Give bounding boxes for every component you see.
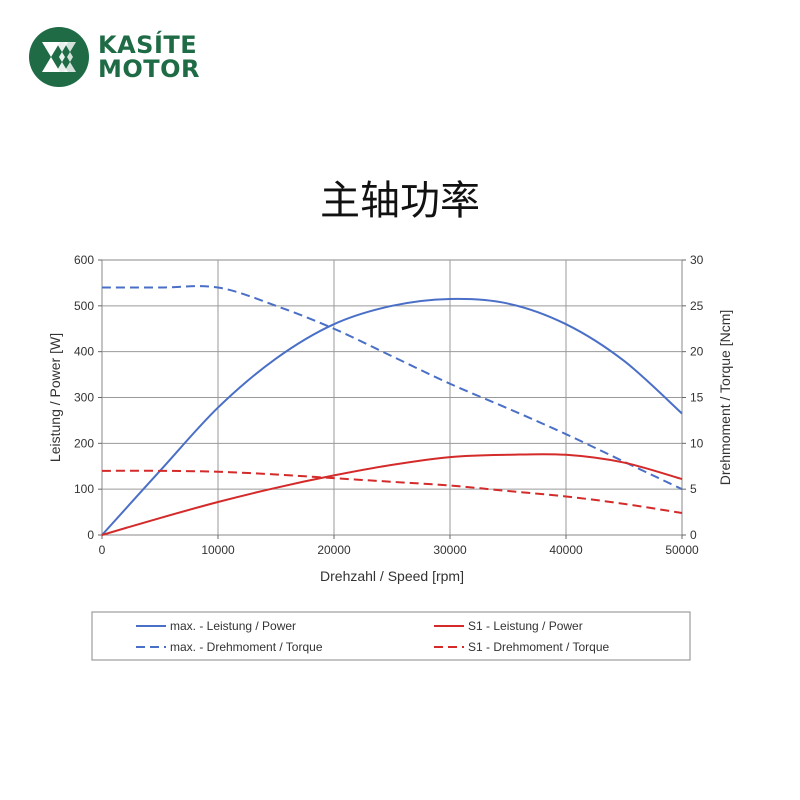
y-right-tick-label: 0 (690, 528, 697, 542)
y-right-axis-label: Drehmoment / Torque [Ncm] (717, 310, 733, 486)
series-line-max-leistung-power (101, 297, 683, 536)
brand-line-1: KASÍTE (98, 31, 198, 59)
y-left-axis-label: Leistung / Power [W] (47, 333, 63, 462)
y-right-tick-label: 30 (690, 253, 704, 267)
legend (91, 611, 691, 661)
y-left-tick-label: 300 (74, 391, 94, 405)
x-tick-label: 0 (99, 543, 106, 557)
x-tick-label: 10000 (201, 543, 235, 557)
series-line-s1-drehmoment-torque (101, 469, 683, 514)
spindle-power-chart: 0 10000 20000 30000 40000 5000001002003004005… (47, 253, 733, 661)
y-right-tick-label: 20 (690, 345, 704, 359)
brand-line-2: MOTOR (98, 55, 201, 83)
y-left-tick-label: 200 (74, 436, 94, 450)
brand-logo: KASÍTE MOTOR (28, 26, 238, 90)
y-left-tick-label: 100 (74, 482, 94, 496)
y-right-tick-label: 10 (690, 436, 704, 450)
legend-label: S1 - Leistung / Power (468, 619, 583, 633)
y-right-tick-label: 25 (690, 299, 704, 313)
series-line-max-drehmoment-torque (101, 285, 683, 491)
legend-label: S1 - Drehmoment / Torque (468, 640, 610, 654)
y-left-tick-label: 500 (74, 299, 94, 313)
x-tick-label: 30000 (433, 543, 467, 557)
kasite-logo-icon (29, 27, 89, 87)
legend-label: max. - Drehmoment / Torque (170, 640, 323, 654)
legend-label: max. - Leistung / Power (170, 619, 296, 633)
y-right-tick-label: 5 (690, 482, 697, 496)
x-axis-label: Drehzahl / Speed [rpm] (320, 568, 464, 584)
page-title: 主轴功率 (320, 178, 480, 224)
x-tick-label: 20000 (317, 543, 351, 557)
y-right-tick-label: 15 (690, 391, 704, 405)
y-left-tick-label: 0 (87, 528, 94, 542)
x-tick-label: 40000 (549, 543, 583, 557)
x-tick-label: 50000 (665, 543, 699, 557)
y-left-tick-label: 400 (74, 345, 94, 359)
series-line-s1-leistung-power (101, 453, 683, 536)
brand-name: KASÍTE MOTOR (98, 33, 200, 81)
y-left-tick-label: 600 (74, 253, 94, 267)
